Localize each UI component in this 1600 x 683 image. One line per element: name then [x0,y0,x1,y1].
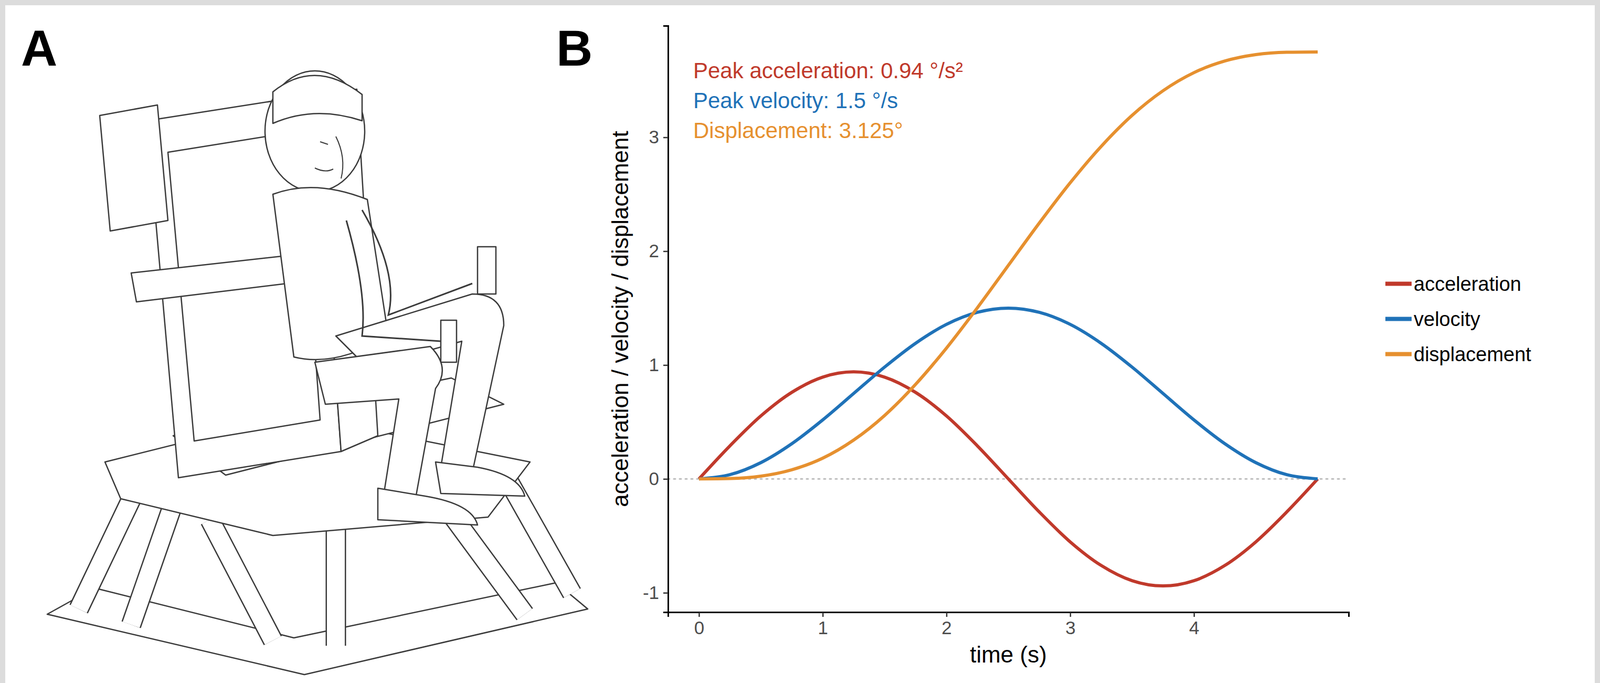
y-tick-mark [663,591,669,594]
x-axis-title: time (s) [969,641,1047,667]
series-line [698,308,1318,479]
legend-label: displacement [1413,343,1532,366]
face [314,136,343,179]
y-tick-label: 0 [649,468,660,489]
x-axis: 0 1 2 3 4 [668,611,1350,638]
platform-leg [326,524,345,646]
legend: acceleration velocity displacement [1385,272,1532,366]
legend-label: acceleration [1413,272,1522,295]
platform-leg [131,503,174,625]
panel-label: B [556,19,593,77]
x-tick: 1 [818,611,829,638]
y-tick-mark [663,250,669,253]
x-tick: 0 [694,611,705,638]
series-line [698,51,1318,479]
x-tick-label: 0 [694,617,705,638]
platform-leg [78,488,137,609]
plot-area [668,51,1349,586]
x-axis-line [668,612,1350,618]
joystick [477,246,496,294]
y-tick: 0 [649,468,669,489]
annotation: Peak velocity: 1.5 °/s [693,88,898,113]
x-tick: 2 [941,611,952,638]
legend-swatch [1385,281,1412,286]
headrest [99,104,168,231]
helmet [265,70,365,192]
platform-leg-outline [131,503,174,625]
legend-label: velocity [1413,308,1481,331]
visor [272,75,363,124]
y-tick-mark [663,478,669,480]
annotation: Peak acceleration: 0.94 °/s² [693,58,963,83]
figure: A B 0 1 2 3 4 -1 0 1 2 3 time (s) acceleration / velo… [0,0,1600,683]
platform-leg [209,519,273,641]
shoe-2 [435,461,525,496]
x-tick-label: 1 [818,617,829,638]
y-tick-label: -1 [642,581,660,603]
x-tick-mark [946,611,948,617]
platform-leg-outline [451,514,525,614]
y-tick: 2 [649,240,669,261]
y-axis-title: acceleration / velocity / displacement [607,130,633,507]
panel-label: A [20,19,58,77]
y-tick-label: 3 [649,126,660,147]
x-tick-mark [822,611,824,617]
y-tick-mark [663,364,669,367]
joystick-2 [440,320,457,363]
x-tick-label: 4 [1189,617,1200,638]
x-tick: 4 [1189,611,1200,638]
x-tick-mark [1069,611,1072,617]
y-tick: 3 [649,126,669,147]
y-tick: 1 [649,354,669,375]
x-tick-mark [698,611,701,617]
x-tick-label: 3 [1065,617,1076,638]
series-line [698,371,1318,586]
y-tick: -1 [642,581,669,603]
x-tick: 3 [1065,611,1076,638]
legend-swatch [1385,352,1412,357]
y-tick-label: 1 [649,354,660,375]
panel-a-illustration [47,70,588,675]
annotation: Displacement: 3.125° [693,118,904,143]
platform-leg [451,514,525,614]
platform-leg-outline [78,488,137,609]
y-tick-mark [663,136,669,139]
x-tick-mark [1193,611,1195,617]
person-leg-2 [314,346,443,504]
y-axis-line [663,26,669,613]
x-tick-label: 2 [941,617,952,638]
y-axis: -1 0 1 2 3 [642,26,669,613]
y-tick-label: 2 [649,240,660,261]
platform-leg-outline [325,524,347,646]
legend-swatch [1385,316,1412,322]
frame [2,2,1598,683]
platform-leg-outline [209,519,273,641]
